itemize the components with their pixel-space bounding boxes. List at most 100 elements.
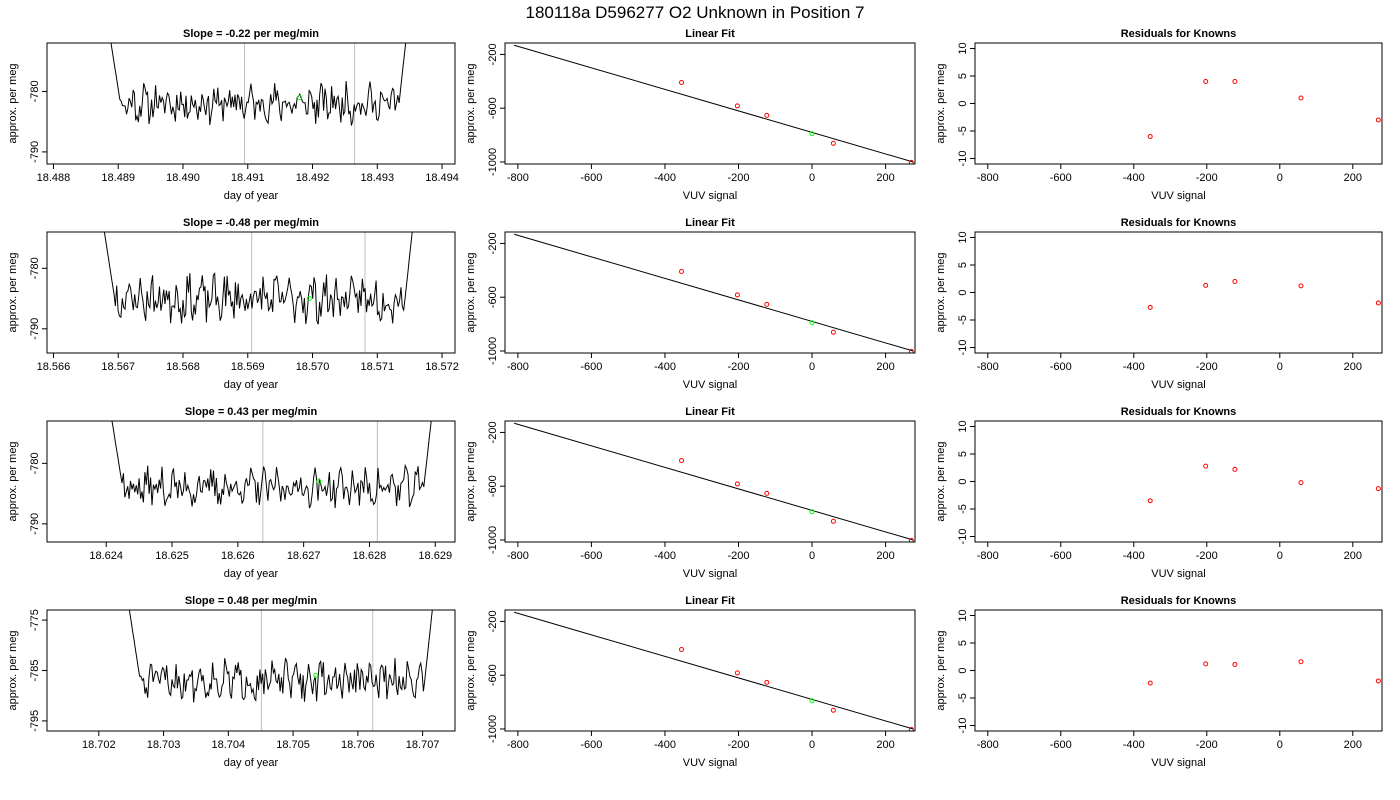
plot-frame	[504, 231, 916, 354]
plot-area	[514, 233, 914, 353]
panel-title: Slope = 0.43 per meg/min	[185, 406, 318, 418]
x-tick-label: -400	[654, 550, 676, 562]
y-tick-label: 10	[957, 609, 969, 621]
x-tick-label: 18.493	[360, 172, 394, 184]
x-tick-label: -600	[1050, 550, 1072, 562]
x-axis-label: VUV signal	[1151, 190, 1205, 202]
y-tick-label: -780	[29, 257, 41, 279]
x-tick-label: 18.707	[406, 739, 440, 751]
x-tick-label: -600	[580, 361, 602, 373]
known-point	[734, 670, 740, 676]
y-tick-label: -790	[29, 318, 41, 340]
y-tick-label: -200	[487, 421, 499, 443]
plot-frame	[46, 609, 456, 732]
x-tick-label: 200	[1344, 172, 1362, 184]
x-tick-label: 18.624	[89, 550, 123, 562]
residual-point	[1375, 486, 1381, 492]
x-tick-label: -800	[977, 361, 999, 373]
y-tick-label: -785	[29, 659, 41, 681]
x-tick-label: -800	[507, 361, 529, 373]
y-tick-label: -1000	[487, 715, 499, 743]
y-axis-label: approx. per meg	[465, 441, 477, 521]
known-point	[830, 518, 836, 524]
residual-point	[1232, 661, 1238, 667]
x-tick-label: 18.629	[418, 550, 452, 562]
x-tick-label: 18.491	[231, 172, 265, 184]
x-tick-label: 18.570	[296, 361, 330, 373]
y-tick-label: -5	[957, 126, 969, 136]
plot-area	[1147, 79, 1381, 139]
x-tick-label: -400	[1123, 739, 1145, 751]
unknown-point	[809, 131, 815, 137]
known-point	[679, 80, 685, 86]
panel-title: Linear Fit	[685, 595, 735, 607]
panel-title: Residuals for Knowns	[1121, 595, 1237, 607]
y-tick-label: -780	[29, 80, 41, 102]
residual-point	[1147, 304, 1153, 310]
y-tick-label: 0	[957, 667, 969, 673]
x-tick-label: -800	[977, 172, 999, 184]
y-tick-label: 0	[957, 289, 969, 295]
time-trace-line	[103, 232, 413, 325]
known-point	[908, 726, 914, 731]
x-tick-label: 18.702	[82, 739, 116, 751]
fit-line	[514, 422, 914, 541]
y-axis-label: approx. per meg	[935, 63, 947, 143]
panel-r1-c3: Residuals for Knowns -800 -600 -400 -200 0 200…	[935, 28, 1383, 202]
x-tick-label: 18.703	[147, 739, 181, 751]
y-tick-label: -600	[487, 286, 499, 308]
x-tick-label: -400	[654, 361, 676, 373]
x-tick-label: 0	[809, 361, 815, 373]
x-tick-label: -800	[977, 550, 999, 562]
y-axis-label: approx. per meg	[465, 252, 477, 332]
residual-point	[1298, 95, 1304, 101]
known-point	[830, 140, 836, 146]
plot-frame	[504, 609, 916, 732]
x-tick-label: -400	[1123, 361, 1145, 373]
x-axis-label: day of year	[224, 568, 279, 580]
plot-area	[514, 44, 914, 164]
y-tick-label: 5	[957, 640, 969, 646]
panel-r1-c1: Slope = -0.22 per meg/min 18.488 18.489 18.…	[7, 28, 459, 202]
x-tick-label: 200	[876, 172, 894, 184]
y-tick-label: 10	[957, 42, 969, 54]
known-point	[764, 679, 770, 685]
x-tick-label: 18.569	[231, 361, 265, 373]
x-tick-label: -200	[727, 550, 749, 562]
y-tick-label: -1000	[487, 526, 499, 554]
residual-point	[1203, 282, 1209, 288]
x-tick-label: -600	[1050, 739, 1072, 751]
plot-area	[110, 43, 407, 164]
x-axis-label: VUV signal	[683, 757, 737, 769]
plot-frame	[974, 42, 1383, 165]
y-axis-label: approx. per meg	[935, 252, 947, 332]
x-tick-label: -200	[727, 361, 749, 373]
x-tick-label: -800	[507, 739, 529, 751]
x-tick-label: -600	[580, 172, 602, 184]
panel-r3-c1: Slope = 0.43 per meg/min 18.624 18.625 18.6…	[7, 406, 456, 580]
x-tick-label: 18.705	[276, 739, 310, 751]
residual-point	[1232, 466, 1238, 472]
residual-point	[1203, 661, 1209, 667]
panel-r3-c2: Linear Fit -800 -600 -400 -200 0 200 -1000 -600 -…	[465, 406, 916, 580]
x-axis-label: day of year	[224, 379, 279, 391]
x-tick-label: 18.568	[166, 361, 200, 373]
x-tick-label: 0	[1277, 739, 1283, 751]
y-tick-label: -1000	[487, 337, 499, 365]
panel-r4-c2: Linear Fit -800 -600 -400 -200 0 200 -1000 -600 -…	[465, 595, 916, 769]
unknown-point	[809, 509, 815, 515]
x-tick-label: 200	[876, 361, 894, 373]
fit-line	[514, 233, 914, 352]
y-tick-label: -10	[957, 529, 969, 545]
x-axis-label: VUV signal	[1151, 568, 1205, 580]
plot-area	[1147, 659, 1381, 686]
residual-point	[1232, 279, 1238, 284]
x-axis-label: VUV signal	[1151, 379, 1205, 391]
plot-frame	[504, 42, 916, 165]
x-tick-label: -600	[1050, 172, 1072, 184]
plot-frame	[46, 42, 456, 165]
plot-area	[514, 422, 914, 542]
x-tick-label: 18.626	[221, 550, 255, 562]
x-tick-label: -600	[580, 550, 602, 562]
x-tick-label: -400	[1123, 172, 1145, 184]
